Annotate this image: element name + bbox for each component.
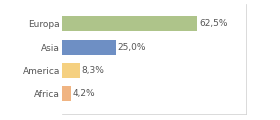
Text: 8,3%: 8,3% bbox=[81, 66, 104, 75]
Bar bbox=[62, 16, 197, 31]
Bar bbox=[62, 63, 80, 78]
Text: 62,5%: 62,5% bbox=[199, 19, 228, 28]
Bar bbox=[62, 40, 116, 55]
Bar bbox=[62, 86, 71, 101]
Text: 25,0%: 25,0% bbox=[118, 43, 146, 52]
Text: 4,2%: 4,2% bbox=[73, 89, 95, 98]
